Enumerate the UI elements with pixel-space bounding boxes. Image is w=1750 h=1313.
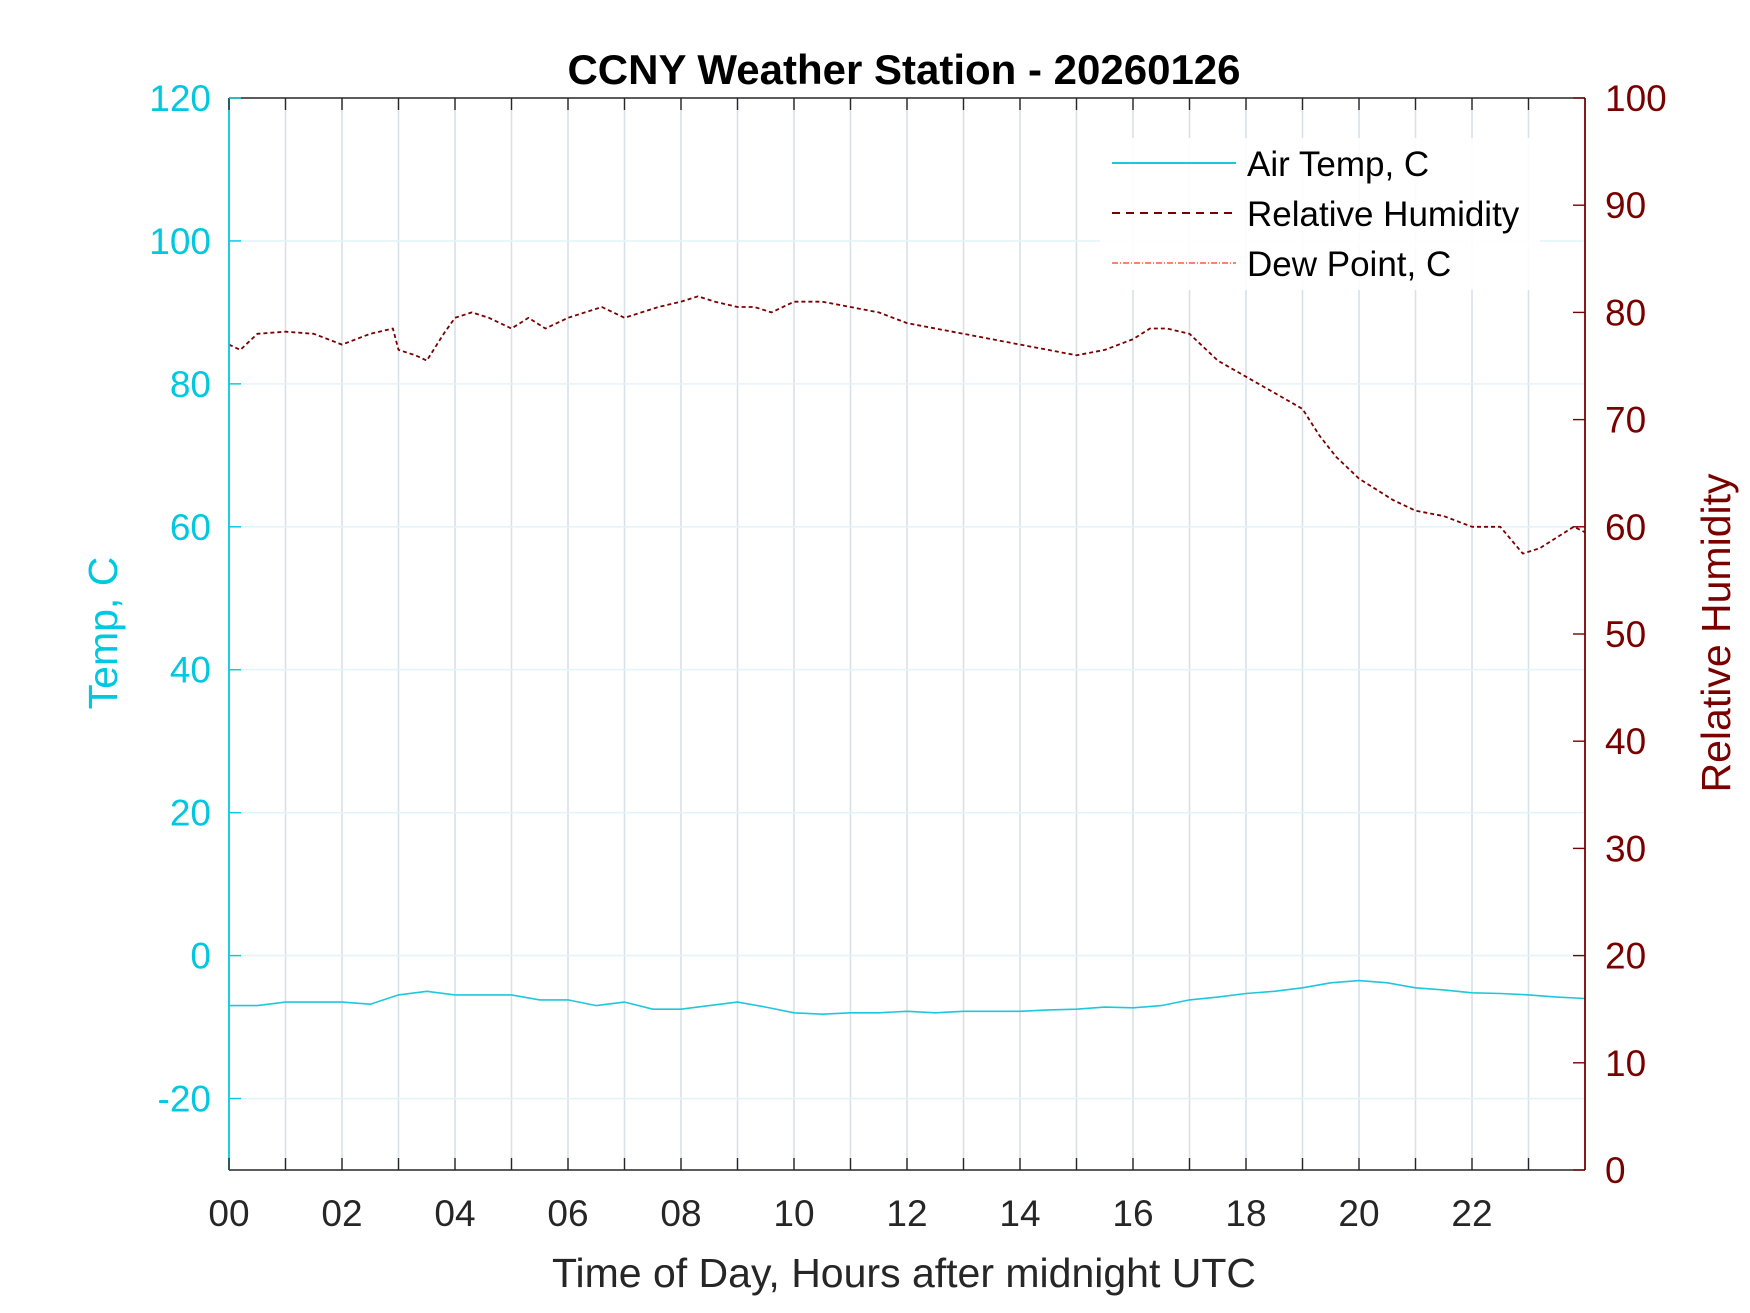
axes-layer <box>228 97 1586 1171</box>
y-right-tick-label: 0 <box>1605 1150 1626 1191</box>
legend-label-relative-humidity: Relative Humidity <box>1247 195 1520 234</box>
x-tick-label: 18 <box>1225 1193 1266 1234</box>
y-left-tick-label: 120 <box>149 78 211 119</box>
x-tick-label: 12 <box>886 1193 927 1234</box>
y-axis-label-right: Relative Humidity <box>1693 473 1739 792</box>
y-right-tick-label: 40 <box>1605 721 1646 762</box>
x-tick-label: 14 <box>999 1193 1040 1234</box>
series-layer <box>228 295 1586 1016</box>
y-left-tick-label: 0 <box>190 936 211 977</box>
x-tick-label: 00 <box>208 1193 249 1234</box>
y-right-tick-label: 100 <box>1605 78 1667 119</box>
x-tick-label: 20 <box>1338 1193 1379 1234</box>
x-tick-label: 04 <box>434 1193 475 1234</box>
tick-labels: 00 02 04 06 08 10 12 14 16 18 20 22-200204060801001… <box>149 78 1666 1234</box>
legend-label-air-temp: Air Temp, C <box>1247 145 1429 184</box>
x-tick-label: 22 <box>1451 1193 1492 1234</box>
x-tick-label: 02 <box>321 1193 362 1234</box>
y-left-tick-label: 60 <box>170 507 211 548</box>
x-tick-label: 16 <box>1112 1193 1153 1234</box>
y-left-tick-label: -20 <box>158 1079 211 1120</box>
legend: Air Temp, C Relative Humidity Dew Point,… <box>1100 138 1540 290</box>
series-line-air-temp-c <box>229 979 1586 1016</box>
chart-title: CCNY Weather Station - 20260126 <box>567 46 1240 93</box>
x-tick-label: 10 <box>773 1193 814 1234</box>
y-left-tick-label: 20 <box>170 793 211 834</box>
y-left-tick-label: 80 <box>170 364 211 405</box>
y-right-tick-label: 20 <box>1605 936 1646 977</box>
y-left-tick-label: 40 <box>170 650 211 691</box>
y-right-tick-label: 10 <box>1605 1043 1646 1084</box>
y-right-tick-label: 30 <box>1605 828 1646 869</box>
y-left-tick-label: 100 <box>149 221 211 262</box>
grid-layer <box>229 98 1585 1170</box>
legend-label-dew-point: Dew Point, C <box>1247 245 1451 284</box>
y-right-tick-label: 70 <box>1605 400 1646 441</box>
y-right-tick-label: 90 <box>1605 185 1646 226</box>
y-right-tick-label: 60 <box>1605 507 1646 548</box>
x-axis-label: Time of Day, Hours after midnight UTC <box>552 1250 1256 1296</box>
x-tick-label: 08 <box>660 1193 701 1234</box>
series-line-relative-humidity <box>228 295 1586 555</box>
y-right-tick-label: 80 <box>1605 292 1646 333</box>
x-tick-label: 06 <box>547 1193 588 1234</box>
y-right-tick-label: 50 <box>1605 614 1646 655</box>
y-axis-label-left: Temp, C <box>80 557 126 710</box>
